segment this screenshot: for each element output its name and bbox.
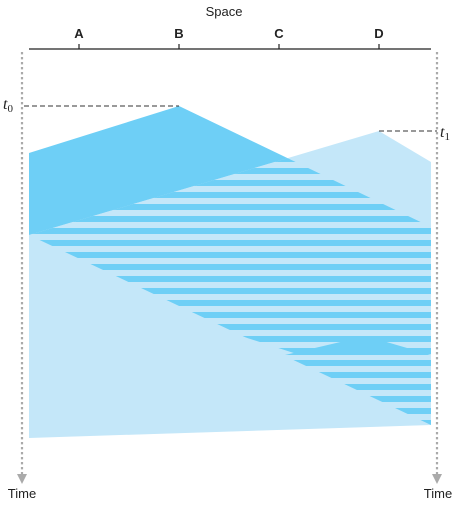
t1-label: t1: [440, 124, 450, 143]
t1-subscript: 1: [444, 131, 450, 143]
time-label-right: Time: [424, 486, 452, 501]
lower-wave-dark-region: [285, 336, 431, 355]
t0-label: t0: [3, 96, 13, 115]
time-arrow-right-icon: [432, 474, 442, 484]
time-arrow-left-icon: [17, 474, 27, 484]
space-axis: [29, 44, 431, 50]
t0-subscript: 0: [7, 103, 13, 115]
node-label-c: C: [274, 26, 284, 41]
lower-wave-light-region: [29, 316, 300, 355]
node-label-b: B: [174, 26, 183, 41]
t1-symbol: t: [440, 124, 445, 141]
space-axis-title: Space: [206, 4, 243, 19]
time-axis-right: [432, 52, 442, 484]
time-label-left: Time: [8, 486, 36, 501]
node-label-d: D: [374, 26, 383, 41]
time-axis-left: [17, 52, 27, 484]
t0-symbol: t: [3, 96, 8, 113]
node-label-a: A: [74, 26, 84, 41]
